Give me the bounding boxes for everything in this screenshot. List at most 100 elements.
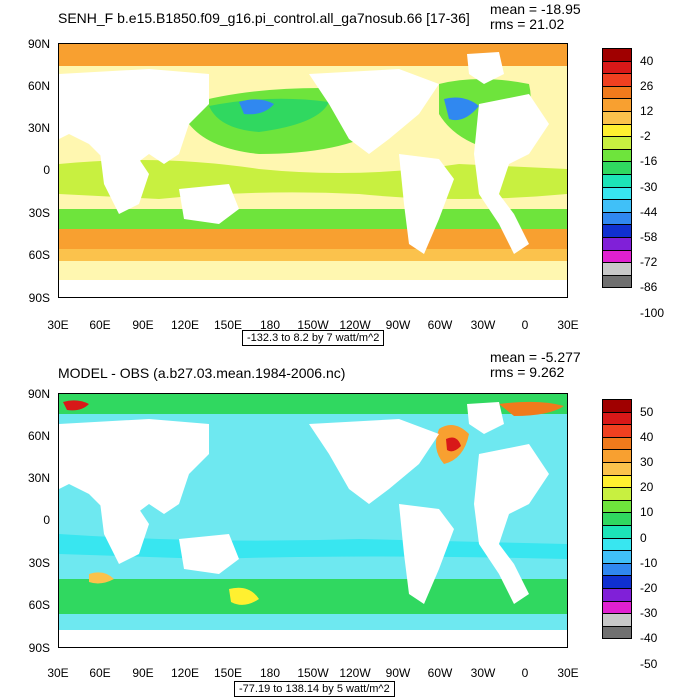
- map-plot: [58, 393, 568, 648]
- southern-anomaly-1: [229, 587, 259, 605]
- legend-color-box: [602, 411, 632, 426]
- legend-label: 40: [640, 429, 654, 444]
- arctic-hotspot: [63, 400, 89, 411]
- legend-label: 26: [640, 78, 654, 93]
- kuroshio-anomaly: [209, 98, 329, 132]
- lon-label: 90E: [132, 666, 154, 680]
- gulf-stream-core: [444, 97, 479, 121]
- legend-color-box: [602, 85, 632, 100]
- legend-color-box: [602, 123, 632, 138]
- lon-label: 150E: [213, 666, 243, 680]
- lon-label: 0: [521, 318, 529, 332]
- lat-label: 90N: [27, 387, 50, 401]
- legend-color-box: [602, 588, 632, 602]
- legend-label: -100: [640, 305, 665, 320]
- lat-label: 0: [43, 163, 50, 177]
- map-plot: [58, 43, 568, 298]
- legend-label: 12: [640, 104, 654, 118]
- legend-label: -50: [640, 656, 658, 671]
- southern-ocean-band-3: [59, 209, 567, 229]
- legend-label: -2: [640, 129, 651, 144]
- legend-color-box: [602, 224, 632, 238]
- legend-color-box: [602, 487, 632, 501]
- legend-color-box: [602, 550, 632, 564]
- legend-color-box: [602, 512, 632, 526]
- land-mask: [59, 402, 567, 647]
- lon-label: 60W: [427, 318, 453, 332]
- land-mask: [59, 52, 567, 297]
- legend-label: 10: [640, 505, 654, 520]
- legend-color-box: [602, 237, 632, 251]
- legend-label: -10: [640, 555, 658, 570]
- lon-label: 30E: [47, 318, 69, 332]
- lon-label: 60E: [89, 666, 111, 680]
- gulf-stream-core: [446, 437, 461, 452]
- southern-ocean-band: [59, 579, 567, 614]
- lon-label: 150W: [297, 318, 329, 332]
- legend-color-box: [602, 613, 632, 627]
- contour-range-label: -77.19 to 138.14 by 5 watt/m^2: [234, 681, 395, 697]
- lon-label: 90W: [385, 666, 411, 680]
- lon-label: 150E: [213, 318, 243, 332]
- legend-color-box: [602, 73, 632, 87]
- map-panel-bottom: MODEL - OBS (a.b27.03.mean.1984-2006.nc)…: [0, 350, 700, 700]
- legend-color-box: [602, 199, 632, 213]
- legend-color-box: [602, 525, 632, 539]
- legend-color-box: [602, 98, 632, 112]
- southern-ocean-band-2: [59, 249, 567, 261]
- lon-label: 30E: [47, 666, 69, 680]
- lon-label: 120E: [170, 666, 200, 680]
- legend-color-box: [602, 148, 632, 163]
- lon-label: 60W: [427, 666, 453, 680]
- lon-label: 180: [259, 318, 281, 332]
- lon-label: 120W: [339, 318, 371, 332]
- legend-color-box: [602, 436, 632, 451]
- panel-title: SENH_F b.e15.B1850.f09_g16.pi_control.al…: [58, 10, 470, 26]
- map-panel-top: SENH_F b.e15.B1850.f09_g16.pi_control.al…: [27, 2, 665, 346]
- lon-label: 60E: [89, 318, 111, 332]
- legend-color-box: [602, 274, 632, 289]
- lon-label: 180: [259, 666, 281, 680]
- lon-label: 0: [521, 666, 529, 680]
- legend-color-box: [602, 562, 632, 577]
- legend-label: 0: [640, 530, 647, 545]
- mean-value: mean = -18.95: [490, 1, 581, 17]
- lat-label: 0: [43, 513, 50, 527]
- arctic-band: [59, 44, 567, 66]
- lon-label: 90W: [385, 318, 411, 332]
- lat-label: 60S: [28, 598, 50, 612]
- map-svg: [59, 394, 567, 647]
- legend-label: -30: [640, 179, 658, 194]
- stats-block: mean = -18.95 rms = 21.02: [490, 2, 581, 32]
- lon-label: 120E: [170, 318, 200, 332]
- lat-label: 90N: [27, 37, 50, 51]
- legend-color-box: [602, 625, 632, 640]
- lat-label: 60S: [28, 248, 50, 262]
- legend-label: -58: [640, 230, 658, 244]
- mean-value: mean = -5.277: [490, 349, 581, 365]
- lat-label: 30S: [28, 206, 50, 220]
- legend-label: 30: [640, 455, 654, 469]
- legend-color-box: [602, 111, 632, 125]
- arctic-band: [59, 394, 567, 414]
- lat-label: 90S: [28, 641, 50, 655]
- rms-value: rms = 9.262: [490, 364, 565, 380]
- lon-label: 30E: [557, 318, 579, 332]
- legend-color-box: [602, 161, 632, 175]
- legend-color-box: [602, 462, 632, 476]
- lon-label: 30W: [470, 318, 496, 332]
- southern-anomaly-2: [89, 572, 114, 584]
- legend-label: -16: [640, 154, 658, 169]
- kuroshio-core: [239, 99, 274, 115]
- lon-label: 90E: [132, 318, 154, 332]
- barents-hotspot: [499, 401, 564, 416]
- contour-range-label: -132.3 to 8.2 by 7 watt/m^2: [242, 330, 385, 346]
- legend-color-box: [602, 575, 632, 589]
- lat-label: 30N: [27, 121, 50, 135]
- lon-label: 30W: [470, 666, 496, 680]
- rms-value: rms = 21.02: [490, 16, 565, 32]
- lon-label: 150W: [297, 666, 329, 680]
- lat-label: 60N: [27, 429, 50, 443]
- lat-label: 30N: [27, 471, 50, 485]
- legend-label: -20: [640, 581, 658, 595]
